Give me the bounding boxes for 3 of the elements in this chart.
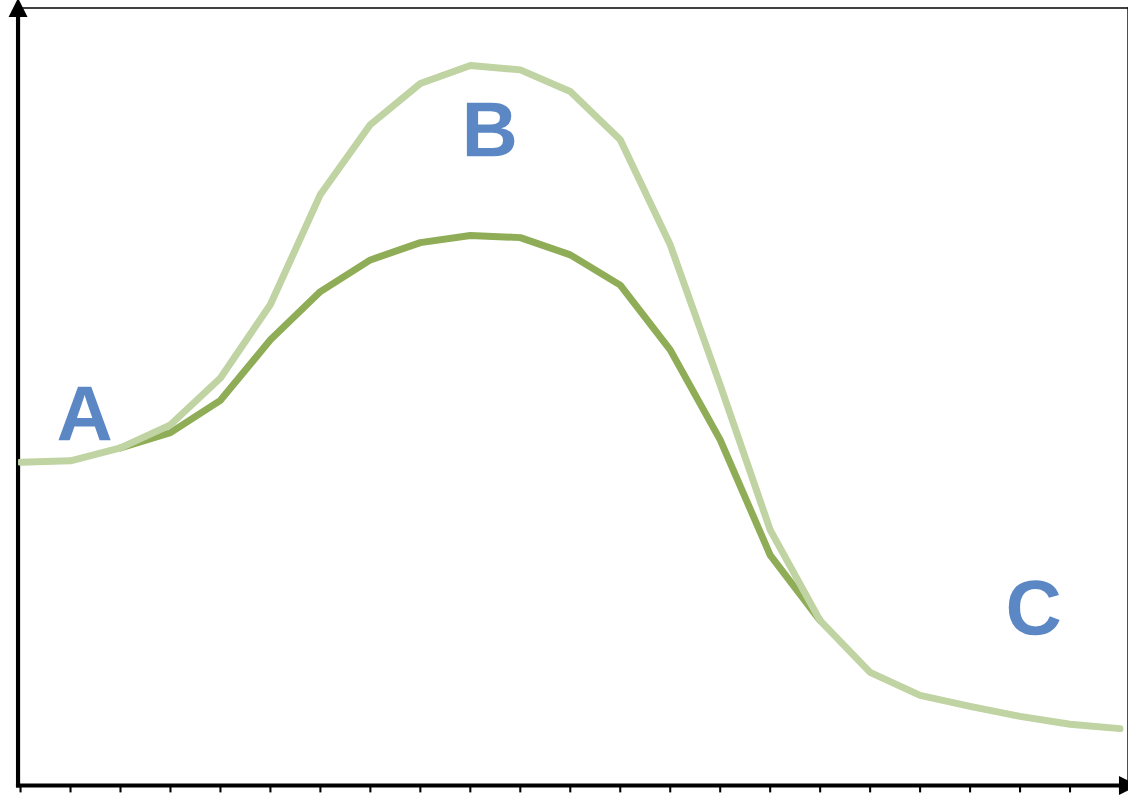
annotation: B <box>466 102 515 157</box>
annotation: C <box>1008 580 1060 636</box>
annotation: A <box>58 386 111 441</box>
